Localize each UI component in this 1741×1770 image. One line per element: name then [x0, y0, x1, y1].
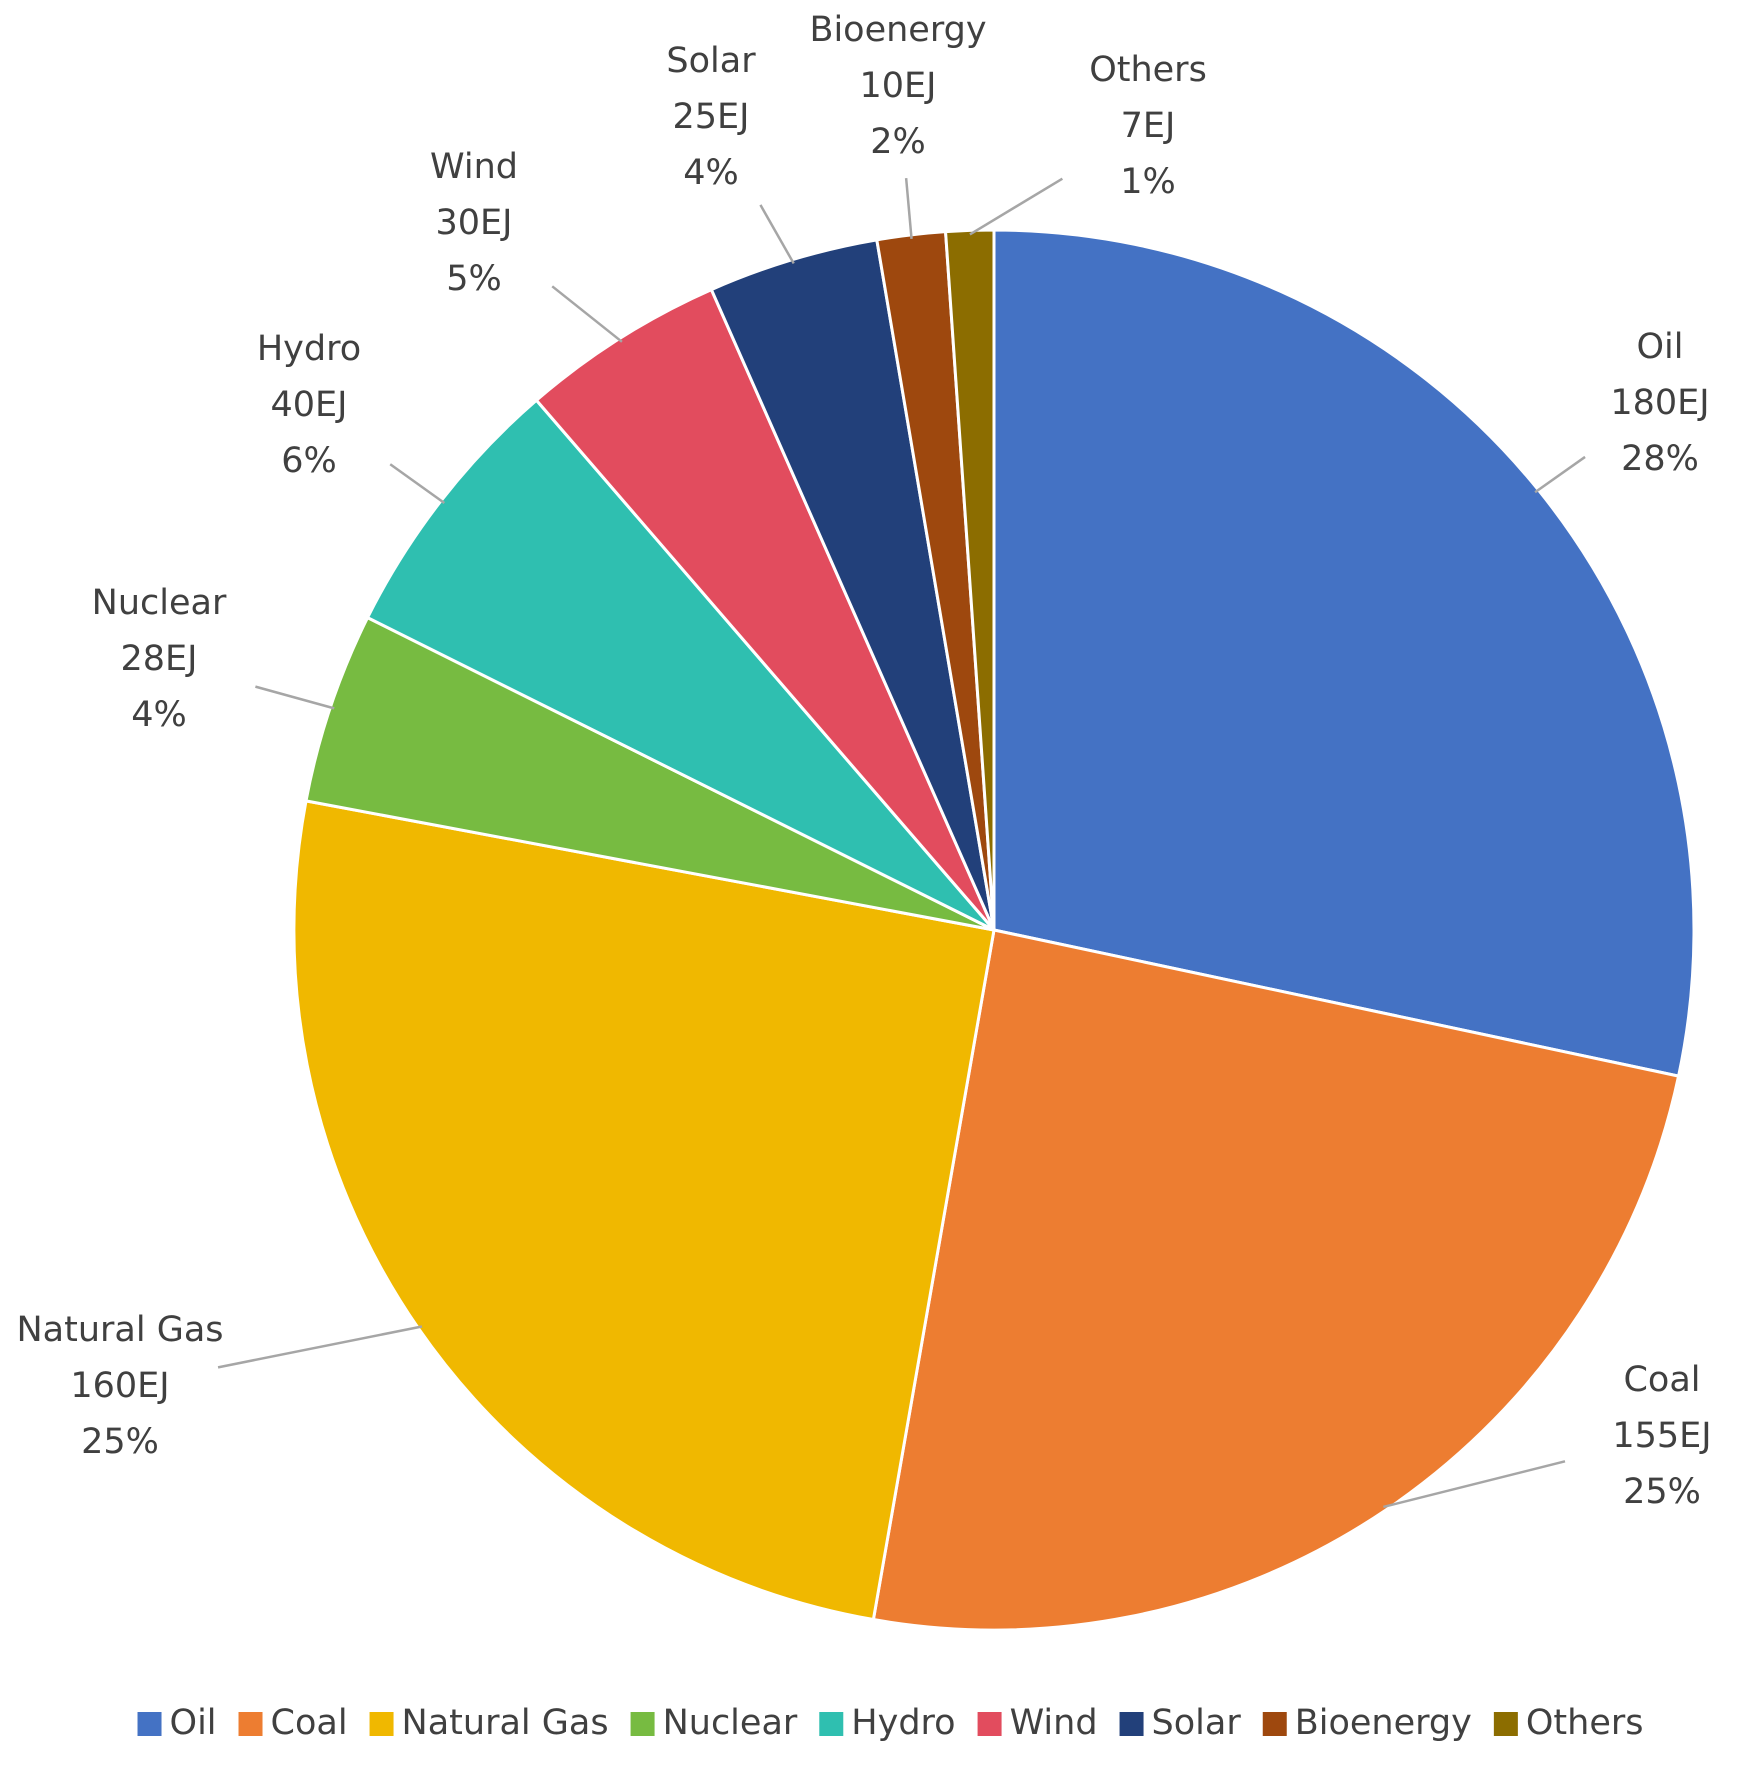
- legend-label: Wind: [1010, 1703, 1098, 1743]
- value-label: 160EJ: [70, 1366, 169, 1406]
- legend-label: Solar: [1152, 1703, 1242, 1743]
- legend-label: Coal: [271, 1703, 348, 1743]
- legend-swatch: [1262, 1712, 1287, 1736]
- slice-label: Nuclear: [92, 583, 227, 623]
- value-label: 30EJ: [436, 203, 513, 243]
- legend-label: Nuclear: [663, 1703, 798, 1743]
- legend-swatch: [1119, 1712, 1144, 1736]
- legend-swatch: [1493, 1712, 1518, 1736]
- slice-label: Hydro: [257, 329, 361, 369]
- leader-line: [217, 1325, 423, 1369]
- value-label: 25EJ: [673, 97, 750, 137]
- leader-line: [904, 178, 913, 240]
- legend-swatch: [630, 1712, 655, 1736]
- percent-label: 1%: [1120, 162, 1176, 202]
- pie-slice: [871, 928, 1681, 1632]
- legend-swatch: [238, 1712, 263, 1736]
- slice-label: Solar: [666, 41, 756, 81]
- leader-line: [1383, 1460, 1566, 1509]
- percent-label: 25%: [81, 1422, 159, 1462]
- slice-label: Bioenergy: [809, 10, 986, 50]
- leader-line: [255, 685, 335, 710]
- value-label: 155EJ: [1612, 1416, 1711, 1456]
- pie-slice: [992, 228, 1696, 1078]
- legend-label: Oil: [170, 1703, 217, 1743]
- legend: Oil Coal Natural Gas Nuclear Hydro Wind Solar B…: [137, 1703, 1644, 1743]
- percent-label: 28%: [1621, 439, 1699, 479]
- percent-label: 25%: [1623, 1472, 1701, 1512]
- percent-label: 2%: [870, 122, 926, 162]
- legend-label: Bioenergy: [1295, 1703, 1472, 1743]
- slice-label: Oil: [1637, 327, 1684, 367]
- legend-swatch: [369, 1712, 394, 1736]
- legend-label: Hydro: [851, 1703, 955, 1743]
- leader-line: [551, 285, 623, 343]
- legend-label: Natural Gas: [402, 1703, 609, 1743]
- percent-label: 5%: [446, 259, 502, 299]
- legend-swatch: [977, 1712, 1002, 1736]
- leader-line: [389, 463, 446, 505]
- value-label: 40EJ: [271, 385, 348, 425]
- value-label: 28EJ: [121, 639, 198, 679]
- slice-label: Others: [1089, 50, 1207, 90]
- leader-line: [1534, 455, 1586, 494]
- pie-slice: [943, 228, 996, 931]
- percent-label: 4%: [683, 153, 739, 193]
- slice-label: Coal: [1623, 1360, 1700, 1400]
- value-label: 7EJ: [1121, 106, 1176, 146]
- slice-label: Natural Gas: [16, 1310, 223, 1350]
- slice-label: Wind: [430, 147, 518, 187]
- legend-swatch: [819, 1712, 844, 1736]
- pie-slice: [292, 799, 996, 1622]
- pie-slice: [534, 287, 996, 931]
- percent-label: 4%: [131, 695, 187, 735]
- percent-label: 6%: [281, 441, 337, 481]
- value-label: 180EJ: [1610, 383, 1709, 423]
- legend-label: Others: [1526, 1703, 1644, 1743]
- leader-line: [969, 177, 1064, 236]
- value-label: 10EJ: [860, 66, 937, 106]
- leader-line: [759, 204, 795, 265]
- legend-swatch: [137, 1712, 162, 1736]
